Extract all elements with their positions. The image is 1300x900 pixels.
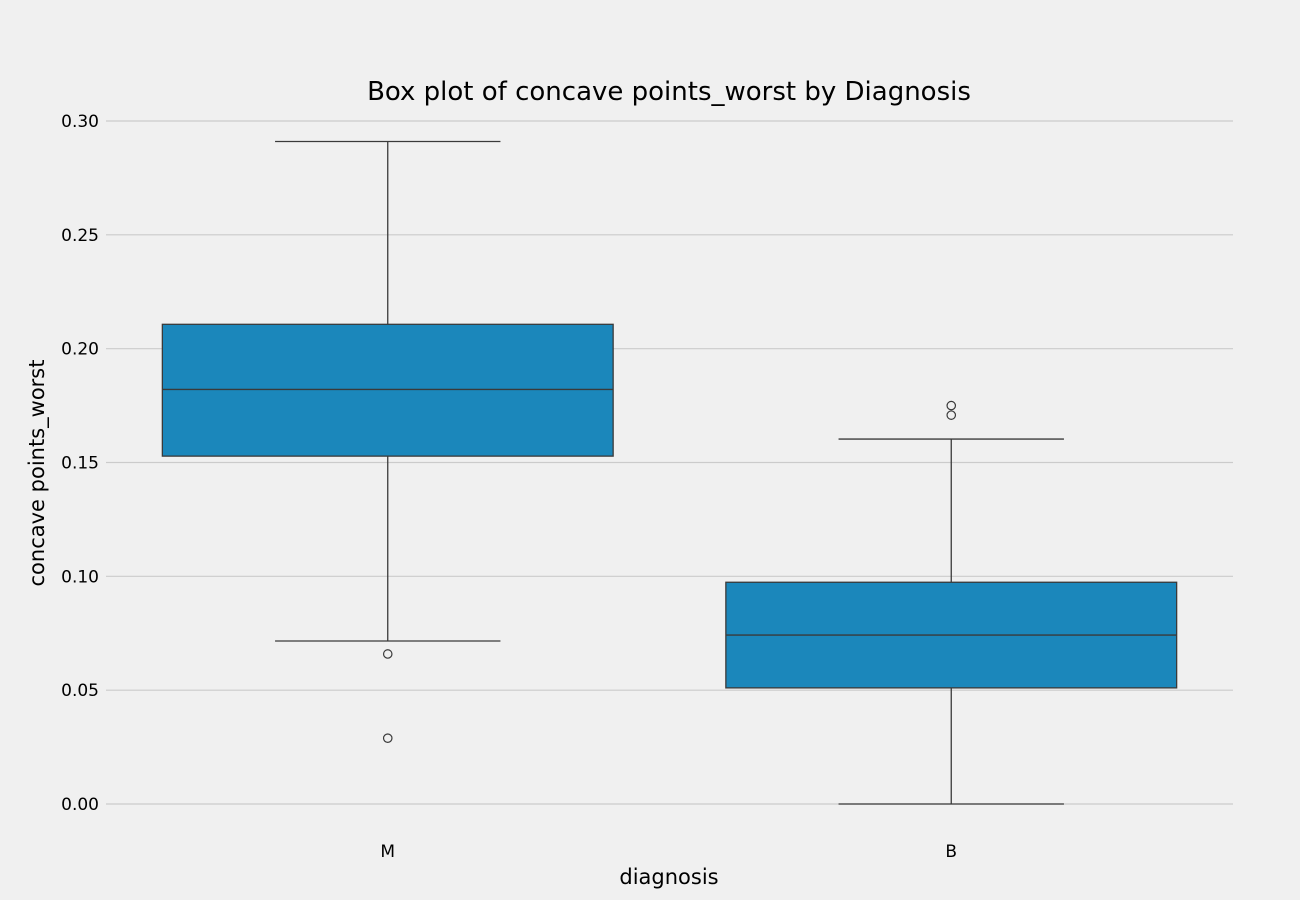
box-iqr bbox=[161, 323, 614, 457]
box-group bbox=[725, 400, 1178, 805]
outlier-point bbox=[946, 410, 957, 420]
outlier-point bbox=[946, 400, 957, 411]
grid-lines bbox=[106, 120, 1233, 805]
y-tick-label: 0.20 bbox=[61, 340, 99, 360]
y-tick-label: 0.15 bbox=[61, 454, 99, 474]
box-group bbox=[161, 140, 614, 744]
chart-title: Box plot of concave points_worst by Diag… bbox=[367, 77, 971, 107]
x-tick-label: B bbox=[945, 842, 957, 862]
x-tick-label: M bbox=[380, 842, 395, 862]
y-tick-label: 0.00 bbox=[61, 795, 99, 815]
y-axis-label: concave points_worst bbox=[25, 360, 50, 587]
outlier-point bbox=[382, 649, 393, 659]
y-tick-labels: 0.00 0.05 0.10 0.15 0.20 0.25 0.30 bbox=[61, 112, 99, 815]
x-axis-label: diagnosis bbox=[619, 865, 718, 889]
outlier-point bbox=[382, 733, 393, 744]
boxes bbox=[161, 140, 1178, 805]
y-tick-label: 0.25 bbox=[61, 226, 99, 246]
y-tick-label: 0.30 bbox=[61, 112, 99, 132]
y-tick-label: 0.05 bbox=[61, 681, 99, 701]
y-tick-label: 0.10 bbox=[61, 567, 99, 587]
